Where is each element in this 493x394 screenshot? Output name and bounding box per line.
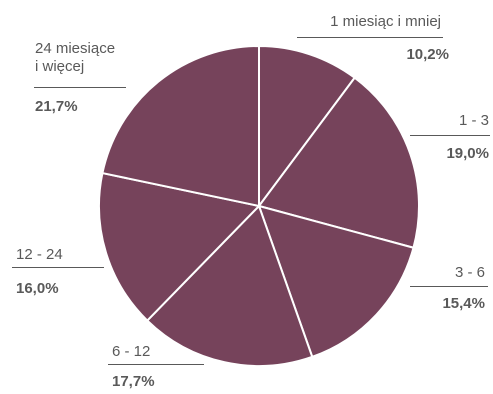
slice-12-24 <box>98 172 260 322</box>
slice-value-12-24: 16,0% <box>16 280 59 297</box>
slice-label-1-3: 1 - 3 <box>458 112 489 129</box>
leader-line-12-24 <box>12 267 104 268</box>
slice-value-24m: 21,7% <box>35 98 78 115</box>
leader-line-3-6 <box>410 286 488 287</box>
slice-value-1-3: 19,0% <box>446 145 489 162</box>
slice-3-6 <box>258 205 415 358</box>
slice-24m <box>101 45 260 207</box>
slice-value-3-6: 15,4% <box>442 295 485 312</box>
leader-line-1m <box>297 37 443 38</box>
slice-label-1m: 1 miesiąc i mniej <box>330 13 441 30</box>
slice-label-3-6: 3 - 6 <box>454 264 485 281</box>
slice-label-12-24: 12 - 24 <box>16 246 63 263</box>
leader-line-24m <box>34 87 126 88</box>
slice-value-6-12: 17,7% <box>112 373 155 390</box>
leader-line-1-3 <box>410 135 490 136</box>
slice-label-6-12: 6 - 12 <box>112 343 151 360</box>
slice-1-3 <box>258 76 420 249</box>
slice-1m <box>258 45 356 207</box>
slice-value-1m: 10,2% <box>406 46 449 63</box>
leader-line-6-12 <box>108 364 204 365</box>
slice-label-24m: 24 miesiące i więcej <box>35 40 116 75</box>
slice-6-12 <box>146 205 314 367</box>
